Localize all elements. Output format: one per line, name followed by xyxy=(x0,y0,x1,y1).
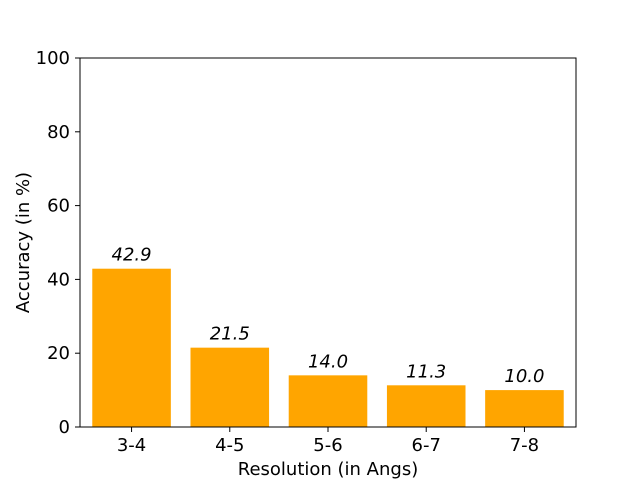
bar-6-7 xyxy=(386,385,466,427)
data-labels-group: 42.9 21.5 14.0 11.3 10.0 xyxy=(112,245,545,387)
bar-5-6 xyxy=(288,375,368,427)
data-label-4-5: 21.5 xyxy=(210,324,250,345)
bar-4-5 xyxy=(190,347,270,427)
bars-group xyxy=(92,268,564,427)
data-label-5-6: 14.0 xyxy=(308,351,348,372)
data-label-6-7: 11.3 xyxy=(406,361,446,382)
x-tick-label: 3-4 xyxy=(117,435,146,456)
y-tick-label: 60 xyxy=(47,196,70,217)
y-tick-label: 80 xyxy=(47,122,70,143)
x-tick-label: 6-7 xyxy=(412,435,441,456)
y-axis-label: Accuracy (in %) xyxy=(13,172,34,313)
x-axis-label: Resolution (in Angs) xyxy=(238,459,418,480)
x-axis: 3-4 4-5 5-6 6-7 7-8 xyxy=(117,427,539,456)
y-tick-label: 0 xyxy=(59,417,70,438)
y-axis: 0 20 40 60 80 100 xyxy=(36,48,80,438)
bar-7-8 xyxy=(485,390,564,427)
data-label-7-8: 10.0 xyxy=(504,366,544,387)
x-tick-label: 4-5 xyxy=(215,435,244,456)
y-tick-label: 40 xyxy=(47,269,70,290)
y-tick-label: 20 xyxy=(47,343,70,364)
y-tick-label: 100 xyxy=(36,48,70,69)
bar-3-4 xyxy=(92,268,171,427)
data-label-3-4: 42.9 xyxy=(112,245,152,266)
x-tick-label: 7-8 xyxy=(510,435,539,456)
x-tick-label: 5-6 xyxy=(313,435,342,456)
